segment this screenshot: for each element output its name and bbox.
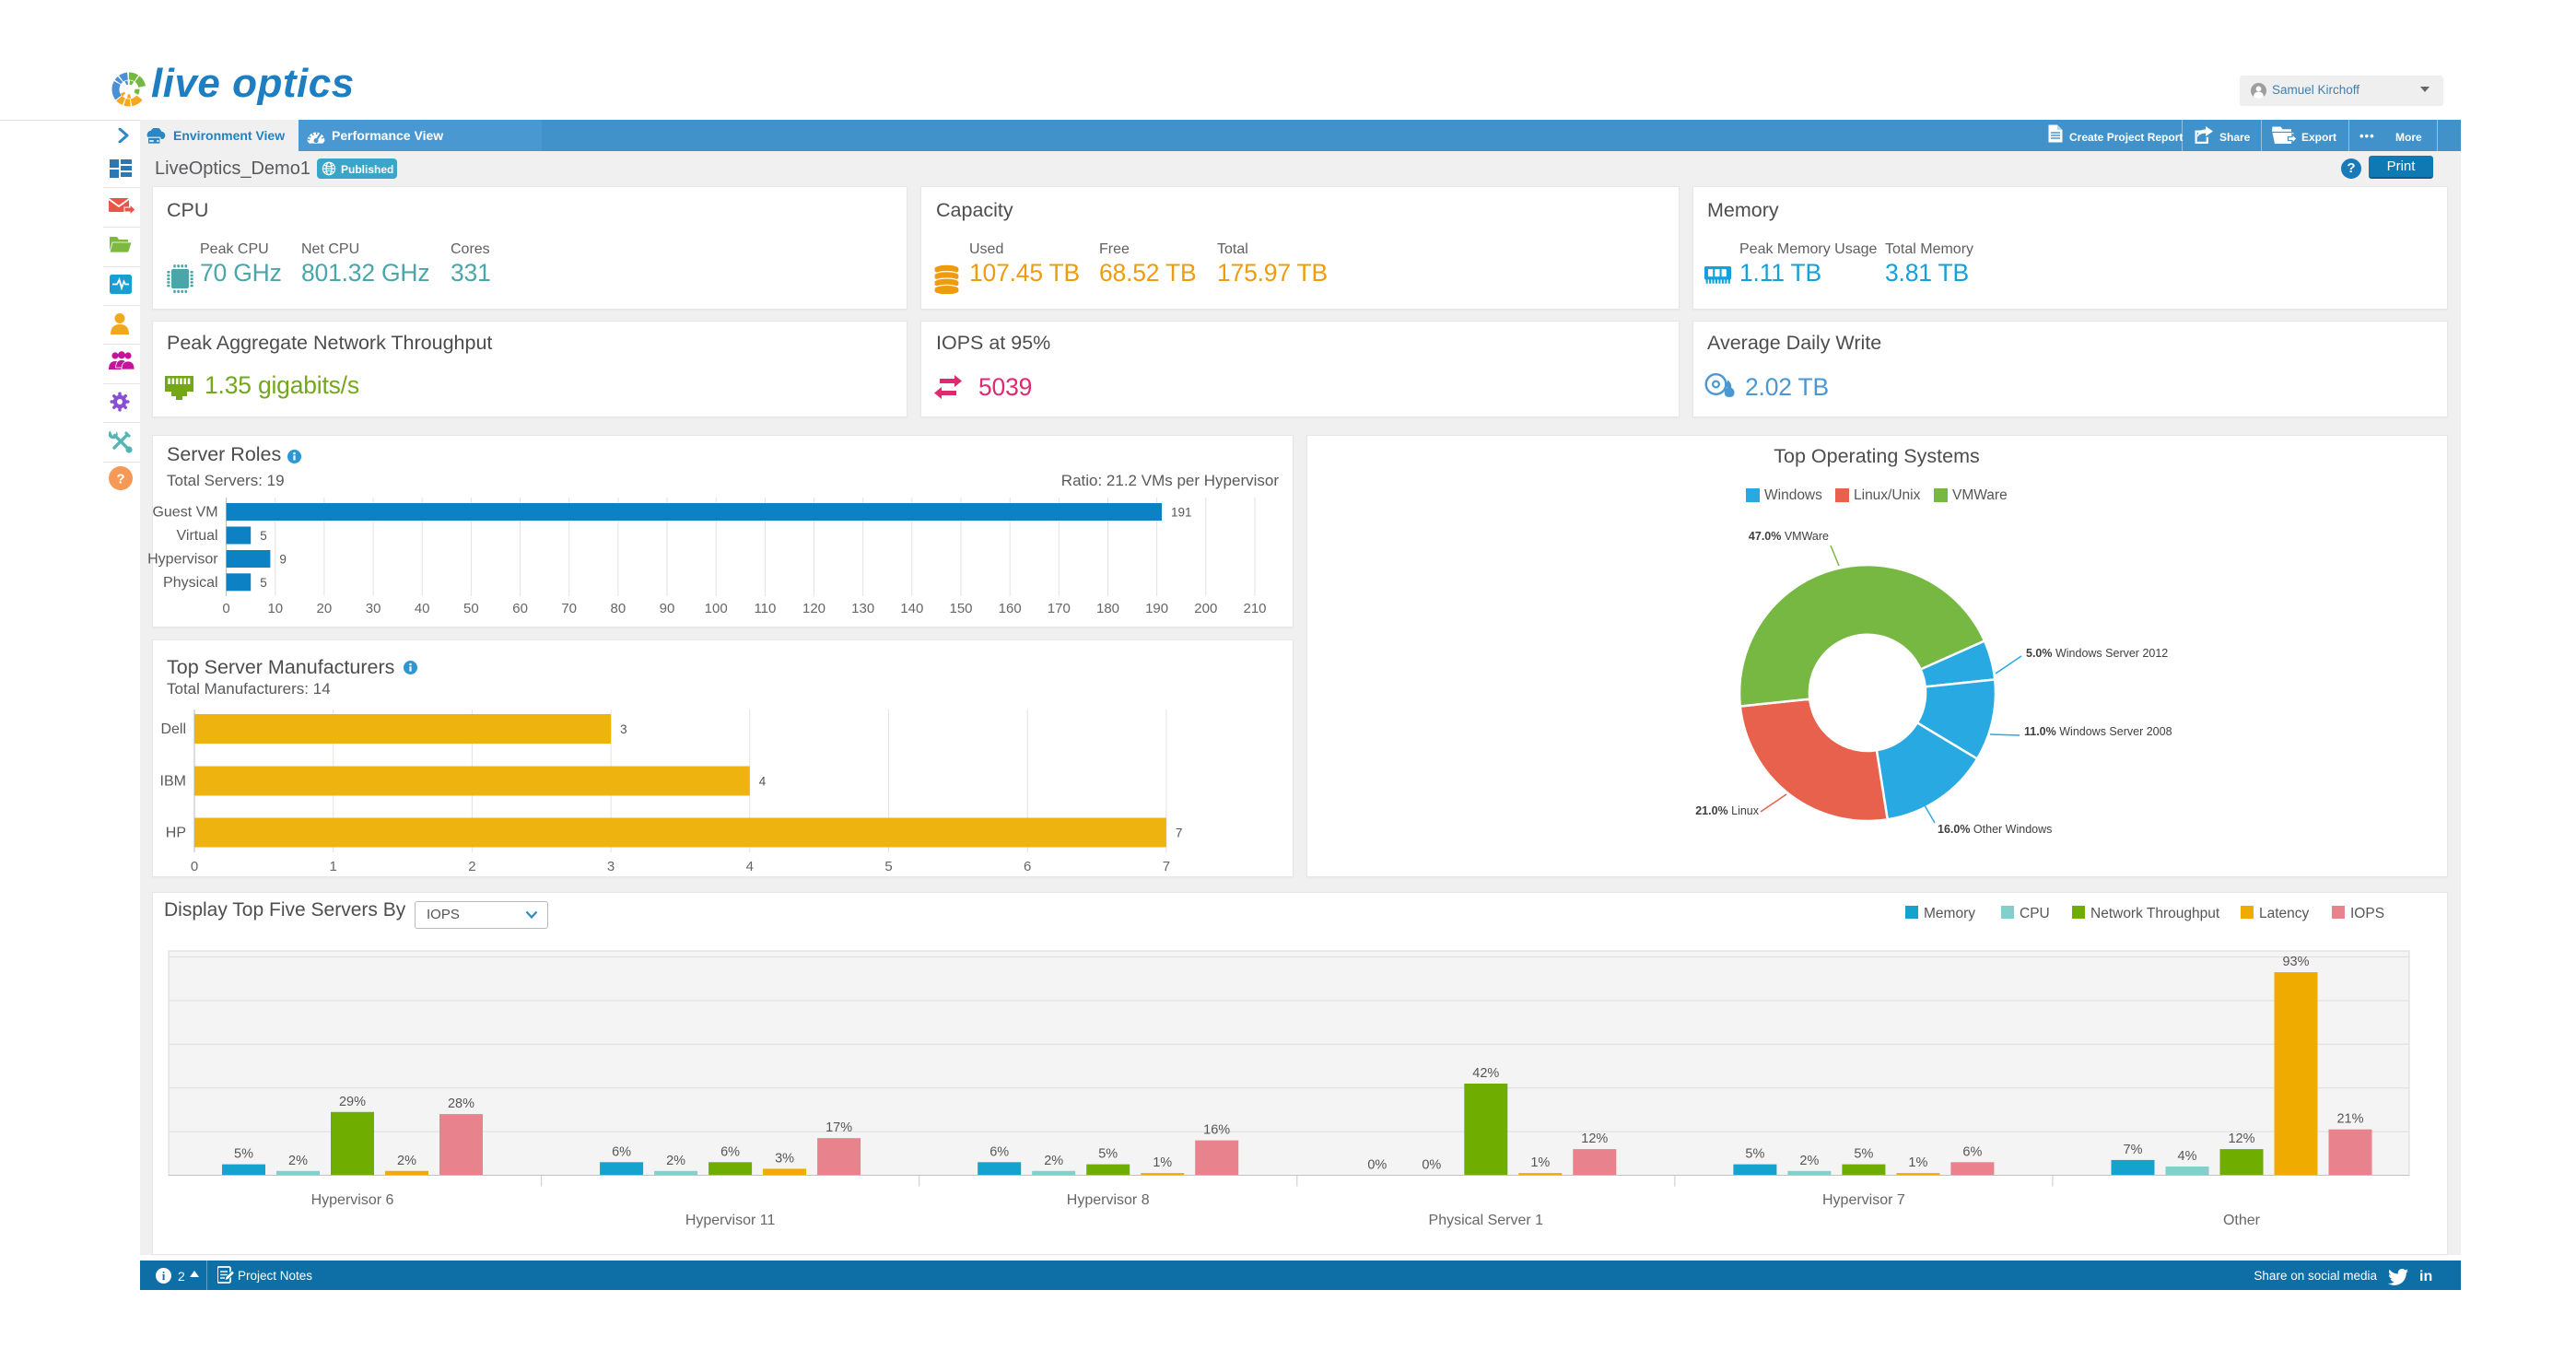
svg-text:IBM: IBM	[160, 774, 186, 790]
svg-text:17%: 17%	[825, 1120, 852, 1135]
svg-text:16%: 16%	[1203, 1123, 1230, 1138]
svg-text:0%: 0%	[1367, 1158, 1387, 1173]
svg-text:60: 60	[512, 601, 528, 616]
svg-text:5%: 5%	[1098, 1147, 1118, 1162]
svg-text:3: 3	[620, 722, 627, 736]
svg-text:Guest VM: Guest VM	[152, 505, 217, 521]
svg-text:5: 5	[260, 576, 267, 590]
svg-text:0%: 0%	[1422, 1158, 1441, 1173]
svg-text:HP: HP	[166, 826, 186, 841]
svg-text:2%: 2%	[1044, 1154, 1063, 1168]
svg-text:100: 100	[705, 601, 728, 616]
svg-text:5%: 5%	[1854, 1147, 1873, 1162]
svg-text:20: 20	[317, 601, 333, 616]
svg-text:1%: 1%	[1530, 1155, 1550, 1170]
svg-text:1%: 1%	[1153, 1155, 1172, 1170]
svg-text:Hypervisor 8: Hypervisor 8	[1067, 1192, 1150, 1208]
svg-text:2%: 2%	[666, 1154, 685, 1168]
svg-text:4: 4	[759, 775, 767, 789]
svg-text:210: 210	[1243, 601, 1266, 616]
svg-text:90: 90	[660, 601, 675, 616]
svg-text:40: 40	[415, 601, 430, 616]
svg-text:?: ?	[116, 472, 124, 487]
svg-text:140: 140	[900, 601, 923, 616]
svg-text:Virtual: Virtual	[177, 528, 218, 544]
svg-text:7: 7	[1163, 859, 1170, 874]
svg-text:5: 5	[884, 859, 892, 874]
svg-text:191: 191	[1171, 506, 1192, 520]
svg-text:180: 180	[1096, 601, 1119, 616]
svg-text:4: 4	[746, 859, 754, 874]
svg-text:1%: 1%	[1908, 1155, 1927, 1170]
svg-text:5: 5	[260, 529, 267, 543]
svg-text:150: 150	[949, 601, 972, 616]
svg-text:3%: 3%	[775, 1151, 794, 1166]
svg-text:Hypervisor: Hypervisor	[147, 552, 218, 568]
svg-text:7: 7	[1176, 827, 1183, 840]
svg-text:120: 120	[802, 601, 825, 616]
svg-text:in: in	[2419, 1269, 2432, 1284]
svg-text:1: 1	[330, 859, 337, 874]
svg-text:28%: 28%	[448, 1096, 474, 1111]
svg-text:6%: 6%	[1962, 1144, 1982, 1159]
svg-text:29%: 29%	[339, 1095, 366, 1109]
svg-text:Physical: Physical	[163, 575, 218, 591]
svg-text:6%: 6%	[989, 1144, 1009, 1159]
svg-text:6%: 6%	[720, 1144, 740, 1159]
svg-text:7%: 7%	[2124, 1143, 2143, 1157]
svg-text:2: 2	[468, 859, 475, 874]
svg-text:190: 190	[1145, 601, 1168, 616]
svg-text:80: 80	[611, 601, 626, 616]
svg-text:200: 200	[1194, 601, 1217, 616]
svg-text:130: 130	[851, 601, 874, 616]
svg-text:Other: Other	[2223, 1213, 2261, 1228]
svg-text:42%: 42%	[1472, 1066, 1499, 1081]
svg-text:2%: 2%	[397, 1154, 416, 1168]
svg-text:Hypervisor 7: Hypervisor 7	[1822, 1192, 1905, 1208]
svg-text:93%: 93%	[2282, 955, 2309, 969]
svg-text:30: 30	[366, 601, 381, 616]
svg-text:21%: 21%	[2336, 1112, 2363, 1127]
svg-text:10: 10	[267, 601, 283, 616]
svg-text:Hypervisor 11: Hypervisor 11	[685, 1213, 776, 1228]
svg-text:Dell: Dell	[160, 721, 186, 737]
svg-text:6%: 6%	[612, 1144, 631, 1159]
svg-text:Hypervisor 6: Hypervisor 6	[311, 1192, 394, 1208]
svg-text:6: 6	[1024, 859, 1031, 874]
svg-text:50: 50	[463, 601, 479, 616]
svg-text:160: 160	[999, 601, 1022, 616]
svg-text:70: 70	[561, 601, 577, 616]
svg-text:110: 110	[754, 601, 776, 616]
svg-text:12%: 12%	[1581, 1132, 1608, 1146]
svg-text:12%: 12%	[2228, 1132, 2254, 1146]
svg-text:5%: 5%	[234, 1147, 253, 1162]
svg-text:5%: 5%	[1745, 1147, 1764, 1162]
svg-text:0: 0	[222, 601, 229, 616]
svg-text:170: 170	[1048, 601, 1071, 616]
svg-text:4%: 4%	[2178, 1149, 2197, 1164]
svg-text:2%: 2%	[1799, 1154, 1819, 1168]
svg-text:0: 0	[191, 859, 198, 874]
svg-text:Physical Server 1: Physical Server 1	[1429, 1213, 1544, 1228]
svg-text:3: 3	[607, 859, 615, 874]
svg-text:2%: 2%	[288, 1154, 308, 1168]
svg-text:9: 9	[279, 553, 287, 567]
